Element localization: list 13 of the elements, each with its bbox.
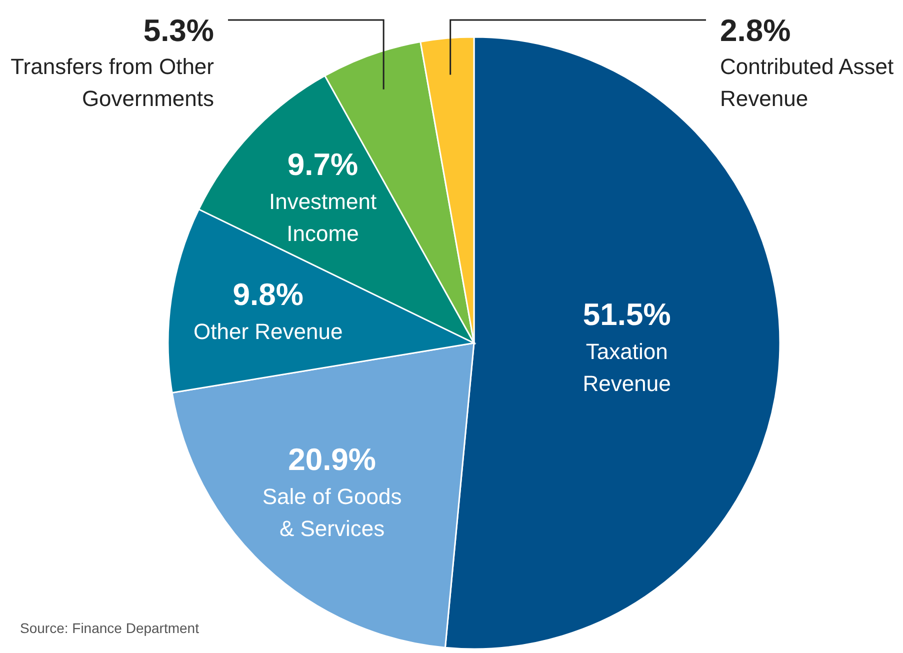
data-label: 9.8% bbox=[232, 277, 304, 312]
data-label: 9.7% bbox=[287, 147, 358, 182]
data-label: 51.5% bbox=[582, 297, 671, 332]
data-label: 20.9% bbox=[288, 442, 376, 478]
data-label: 2.8% bbox=[720, 13, 791, 48]
slice-label: Contributed Asset Revenue bbox=[720, 54, 894, 111]
slice-label: Other Revenue bbox=[193, 319, 343, 344]
slice-label: Sale of Goods & Services bbox=[262, 484, 402, 542]
slice-label: Transfers from Other Governments bbox=[10, 54, 214, 111]
data-label: 5.3% bbox=[143, 13, 214, 48]
slice-label: Taxation Revenue bbox=[582, 339, 671, 396]
slice-label: Investment Income bbox=[268, 189, 377, 246]
source-note: Source: Finance Department bbox=[20, 620, 200, 636]
